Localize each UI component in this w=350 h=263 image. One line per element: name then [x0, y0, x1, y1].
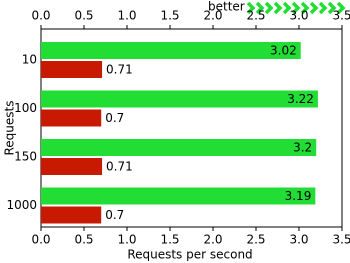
x-tick-label-top: 0.5: [74, 9, 93, 23]
bar: [41, 206, 102, 224]
bar: [41, 158, 103, 175]
x-tick-label-top: 1.5: [160, 9, 179, 23]
value-label: 0.7: [105, 208, 124, 222]
y-axis-label: Requests: [3, 101, 17, 156]
x-tick-label: 3.5: [332, 233, 350, 247]
x-tick-label-top: 0.0: [31, 9, 50, 23]
value-label: 0.7: [105, 111, 124, 125]
value-label: 3.02: [270, 44, 297, 58]
plot-frame: [40, 28, 343, 228]
y-tick-label: 100: [14, 101, 37, 115]
x-tick-label-top: 1.0: [117, 9, 136, 23]
bar: [41, 109, 102, 127]
x-tick-label: 2.5: [246, 233, 265, 247]
x-axis-label: Requests per second: [127, 248, 252, 262]
y-tick-label: 150: [14, 150, 37, 164]
value-label: 0.71: [106, 63, 133, 77]
bar: [41, 61, 103, 78]
x-tick-label: 0.5: [74, 233, 93, 247]
bar: [41, 139, 317, 156]
y-tick-label: 10: [22, 53, 37, 67]
x-tick-label: 0.0: [31, 233, 50, 247]
better-arrows: [246, 1, 346, 15]
y-tick-label: 1000: [6, 198, 37, 212]
bar: [41, 90, 318, 108]
x-tick-label: 2.0: [203, 233, 222, 247]
x-tick-label-top: 2.5: [246, 9, 265, 23]
x-tick-label: 3.0: [289, 233, 308, 247]
value-label: 3.2: [293, 141, 312, 155]
x-tick-label-top: 3.5: [332, 9, 350, 23]
bar: [41, 187, 316, 205]
value-label: 3.22: [287, 92, 314, 106]
annotation: better: [208, 0, 245, 14]
x-tick-label-top: 2.0: [203, 9, 222, 23]
value-label: 3.19: [285, 189, 312, 203]
x-tick-label: 1.0: [117, 233, 136, 247]
x-tick-label-top: 3.0: [289, 9, 308, 23]
x-tick-label: 1.5: [160, 233, 179, 247]
value-label: 0.71: [106, 160, 133, 174]
bar: [41, 42, 301, 59]
